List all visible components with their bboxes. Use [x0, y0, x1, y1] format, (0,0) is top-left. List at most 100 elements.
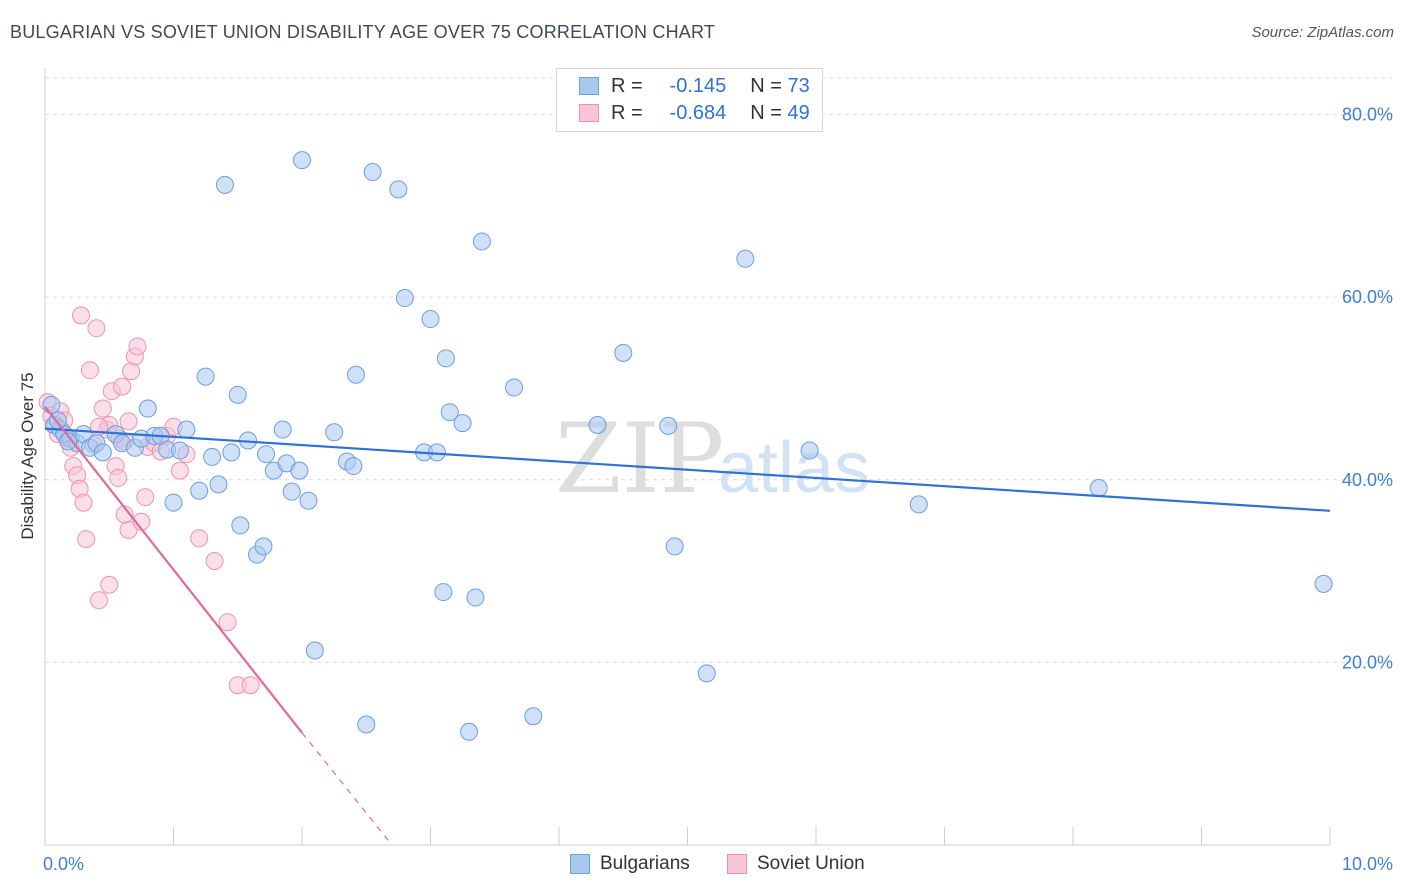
data-point — [421, 310, 440, 329]
data-point — [42, 395, 61, 414]
data-point — [363, 163, 382, 182]
watermark-atlas: atlas — [718, 428, 870, 508]
data-point — [89, 591, 108, 610]
data-point — [190, 529, 209, 548]
data-point — [395, 289, 414, 308]
x-tick-labels: 0.0% 10.0% — [43, 854, 1393, 874]
data-point — [74, 493, 93, 512]
data-point — [215, 175, 234, 194]
chart-source: Source: ZipAtlas.com — [1251, 24, 1394, 41]
data-point — [138, 399, 157, 418]
data-point — [257, 445, 276, 464]
data-point — [290, 461, 309, 480]
bottom-legend-label: Soviet Union — [757, 853, 865, 874]
legend-r-label: R = — [611, 74, 643, 97]
data-point — [136, 488, 155, 507]
data-point — [119, 412, 138, 431]
bottom-legend-soviet-union: Soviet Union — [727, 852, 865, 876]
data-point — [665, 537, 684, 556]
data-point — [93, 399, 112, 418]
data-point — [190, 481, 209, 500]
data-point — [93, 443, 112, 462]
data-point — [59, 432, 78, 451]
data-point — [346, 365, 365, 384]
data-point — [505, 378, 524, 397]
data-point — [282, 482, 301, 501]
data-point — [440, 403, 459, 422]
y-tick-label: 40.0% — [1342, 470, 1393, 490]
legend-row-soviet-union: R = -0.684 N = 49 — [579, 100, 810, 126]
data-point — [77, 530, 96, 549]
trend-line-extension — [301, 732, 393, 846]
data-point — [100, 575, 119, 594]
axes — [44, 68, 1331, 846]
data-point — [109, 468, 128, 487]
data-point — [357, 715, 376, 734]
data-point — [344, 457, 363, 476]
data-point — [170, 461, 189, 480]
legend-n-label: N = — [750, 101, 782, 124]
watermark: ZIP atlas — [555, 403, 870, 515]
data-point — [434, 583, 453, 602]
data-point — [119, 520, 138, 539]
gridlines — [45, 77, 1392, 663]
data-point — [228, 385, 247, 404]
data-point — [170, 441, 189, 460]
data-point — [614, 343, 633, 362]
data-point — [1089, 478, 1108, 497]
data-point — [205, 552, 224, 571]
data-point — [588, 415, 607, 434]
data-point — [177, 420, 196, 439]
y-tick-labels: 20.0% 40.0% 60.0% 80.0% — [1342, 105, 1393, 673]
bottom-legend-swatch-bulgarians — [570, 854, 590, 874]
data-point — [164, 493, 183, 512]
data-point — [453, 414, 472, 433]
x-tick-label: 0.0% — [43, 854, 84, 874]
data-point — [460, 722, 479, 741]
data-point — [524, 707, 543, 726]
watermark-zip: ZIP — [555, 403, 724, 515]
data-point — [325, 423, 344, 442]
y-tick-label: 20.0% — [1342, 652, 1393, 672]
data-point — [909, 495, 928, 514]
legend-n-label: N = — [750, 74, 782, 97]
data-point — [659, 416, 678, 435]
data-point — [293, 151, 311, 170]
y-tick-label: 60.0% — [1342, 287, 1393, 307]
data-point — [113, 377, 132, 396]
legend-n-value: 73 — [787, 74, 810, 97]
data-point — [466, 588, 485, 607]
y-axis-label: Disability Age Over 75 — [18, 372, 37, 539]
bottom-legend-swatch-soviet-union — [727, 854, 747, 874]
bottom-legend-bulgarians: Bulgarians — [570, 852, 690, 876]
legend-swatch-bulgarians — [579, 77, 599, 95]
data-point — [1314, 574, 1333, 593]
chart-title: BULGARIAN VS SOVIET UNION DISABILITY AGE… — [10, 22, 716, 42]
legend-r-value: -0.684 — [669, 101, 727, 124]
trend-line — [44, 406, 303, 734]
data-point — [209, 475, 228, 494]
data-point — [87, 319, 106, 338]
data-point — [231, 516, 250, 535]
data-point — [389, 180, 408, 199]
x-tick-label: 10.0% — [1342, 854, 1393, 874]
legend: R = -0.145 N = 73 R = -0.684 N = 49 — [556, 68, 823, 132]
data-point — [128, 337, 147, 356]
data-point — [800, 441, 819, 460]
data-point — [80, 361, 99, 380]
data-point — [71, 306, 90, 325]
data-point — [305, 641, 324, 660]
legend-n-value: 49 — [787, 101, 810, 124]
bottom-legend-label: Bulgarians — [600, 853, 690, 874]
legend-swatch-soviet-union — [579, 104, 599, 122]
data-point — [241, 676, 260, 695]
data-point — [196, 367, 215, 386]
data-point — [436, 349, 455, 368]
legend-row-bulgarians: R = -0.145 N = 73 — [579, 73, 810, 99]
trendlines — [44, 406, 1331, 846]
data-point — [222, 443, 241, 462]
data-point — [697, 664, 716, 683]
trend-line — [44, 427, 1331, 512]
points-bulgarians — [42, 151, 1333, 741]
